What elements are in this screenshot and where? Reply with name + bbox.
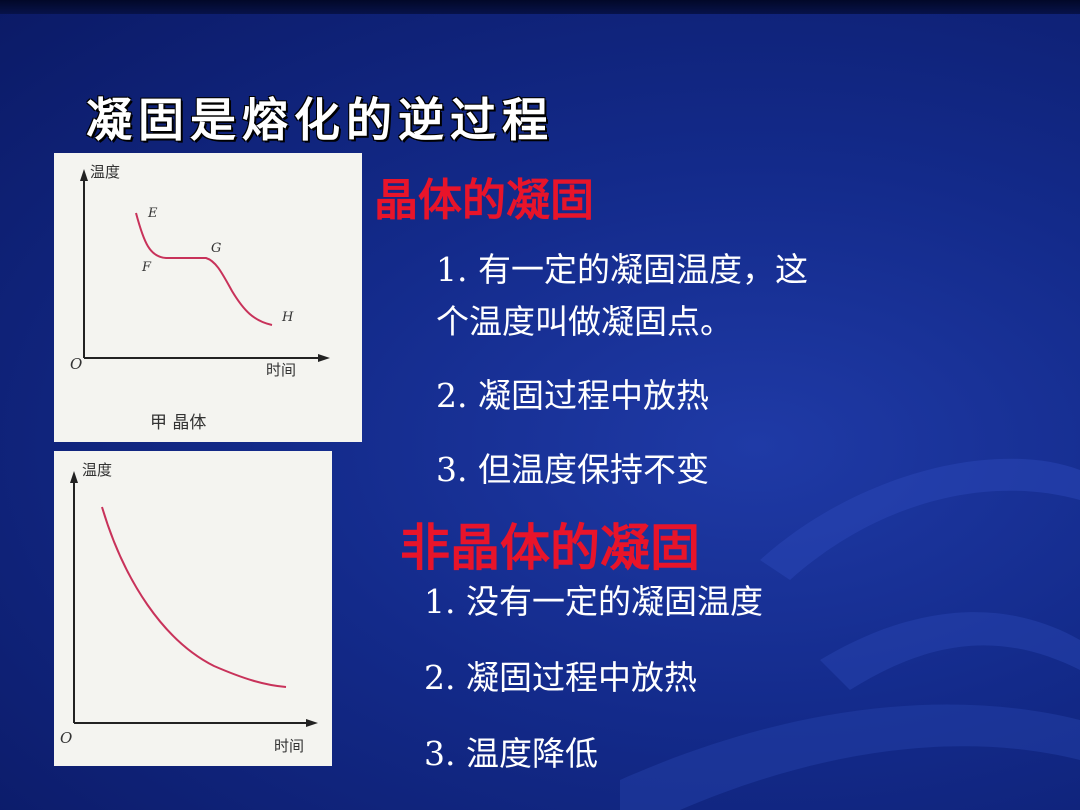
- top-bar: [0, 0, 1080, 14]
- crystal-chart: 温度 时间 O E F G H 甲 晶体: [70, 163, 330, 433]
- amorphous-chart: 温度 时间 O: [60, 461, 318, 755]
- point-h-label: H: [281, 310, 294, 325]
- point-g-label: G: [211, 241, 221, 256]
- crystal-point-1: 1. 有一定的凝固温度，这: [436, 250, 808, 289]
- origin-label: O: [70, 355, 82, 373]
- origin-label: O: [60, 729, 72, 747]
- x-axis-label: 时间: [274, 737, 304, 755]
- point-f-label: F: [141, 260, 152, 275]
- crystal-point-2: 2. 凝固过程中放热: [436, 376, 709, 415]
- amorphous-point-1: 1. 没有一定的凝固温度: [424, 582, 763, 621]
- y-axis-label: 温度: [82, 461, 112, 479]
- y-axis-arrow: [70, 471, 78, 483]
- y-axis-label: 温度: [90, 163, 120, 181]
- x-axis-arrow: [306, 719, 318, 727]
- amorphous-heading: 非晶体的凝固: [400, 518, 700, 577]
- amorphous-figure: 温度 时间 O: [54, 451, 332, 766]
- x-axis-arrow: [318, 354, 330, 362]
- crystal-point-3: 3. 但温度保持不变: [436, 450, 709, 489]
- crystal-point-1-cont: 个温度叫做凝固点。: [436, 302, 733, 341]
- figure-caption: 甲 晶体: [150, 413, 206, 433]
- crystal-heading: 晶体的凝固: [374, 175, 594, 226]
- y-axis-arrow: [80, 169, 88, 181]
- amorphous-point-2: 2. 凝固过程中放热: [424, 658, 697, 697]
- cooling-curve: [101, 506, 287, 688]
- crystal-figure: 温度 时间 O E F G H 甲 晶体: [54, 153, 362, 442]
- point-e-label: E: [147, 206, 158, 221]
- cooling-curve: [135, 212, 273, 326]
- x-axis-label: 时间: [266, 361, 296, 379]
- amorphous-point-3: 3. 温度降低: [424, 734, 598, 773]
- slide-title: 凝固是熔化的逆过程: [86, 93, 554, 147]
